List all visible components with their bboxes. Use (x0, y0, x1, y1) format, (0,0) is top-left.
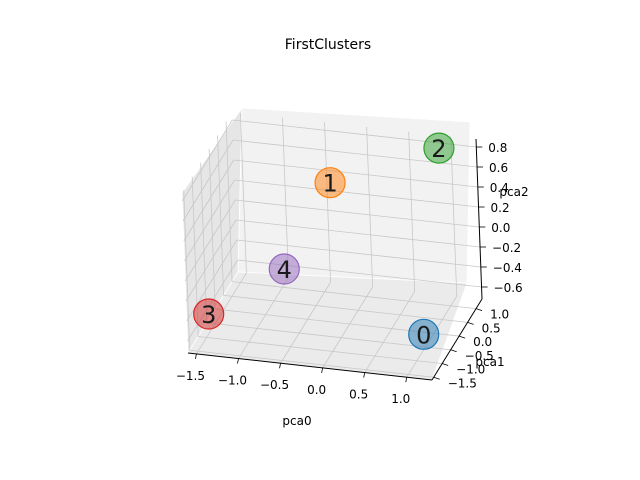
z-axis-line (475, 138, 483, 300)
z-tick-label: −0.6 (494, 281, 523, 295)
cluster-label: 3 (201, 301, 216, 329)
y-axis-line (431, 298, 483, 381)
x-axis-label: pca0 (282, 414, 311, 428)
cluster-label: 0 (416, 321, 431, 349)
x-axis-line (187, 352, 433, 381)
grid-line-x-floor (238, 277, 289, 359)
cluster-label: 2 (431, 135, 446, 163)
z-tick-label: 0.2 (491, 201, 510, 215)
grid-line-z-back (234, 179, 479, 208)
x-tick-mark (195, 353, 197, 360)
grid-line-z-left (184, 179, 235, 262)
x-tick-mark (321, 367, 324, 373)
cluster-label: 1 (322, 170, 337, 198)
x-tick-label: −0.5 (260, 378, 289, 392)
grid-line-y-wall (200, 162, 208, 323)
grid-line-x-floor (364, 291, 416, 373)
z-tick-label: −0.4 (493, 261, 522, 275)
y-tick-mark (433, 376, 440, 380)
cluster-marker (268, 253, 300, 285)
grid-line-x-floor (280, 282, 331, 364)
cluster-points: 0 1 2 3 4 (193, 132, 455, 350)
grid-line-y-floor (232, 281, 477, 310)
cluster-marker (423, 132, 455, 164)
z-tick-label: 0.0 (491, 221, 510, 235)
grid-line-x-wall (282, 117, 289, 278)
x-tick-label: 0.5 (349, 388, 368, 402)
grid-line-z-left (185, 219, 237, 302)
x-tick-mark (279, 363, 281, 369)
x-tick-label: 1.0 (391, 392, 410, 406)
grid-line-y-floor (189, 349, 434, 378)
grid-line-x-wall (240, 112, 247, 273)
grid-line-x-floor (322, 286, 373, 369)
y-tick-mark (458, 335, 466, 339)
grid-line-z-left (182, 139, 234, 222)
y-tick-mark (442, 363, 449, 366)
z-tick-label: 0.8 (488, 141, 507, 155)
grid-line-z-left (181, 119, 233, 202)
y-tick-label: 0.5 (482, 321, 501, 335)
y-tick-label: 0.0 (473, 335, 492, 349)
cluster-marker (408, 318, 440, 350)
grid-line-x-wall (450, 136, 458, 297)
grid-line-z-back (235, 199, 480, 228)
cluster-point-4: 4 (268, 253, 300, 285)
x-tick-mark (363, 372, 366, 378)
x-tick-mark (237, 358, 239, 364)
grid-line-y-wall (208, 149, 216, 310)
grid-line-z-back (236, 239, 481, 268)
cluster-marker (314, 167, 346, 199)
x-tick-label: −1.0 (218, 374, 247, 388)
grid-line-z-back (233, 159, 478, 188)
axes (187, 138, 488, 383)
x-tick-label: −1.5 (176, 369, 205, 383)
grid-line-x-wall (366, 126, 374, 287)
z-tick-label: 0.4 (490, 181, 509, 195)
tick-labels: −1.5 −1.0 −0.5 0.0 0.5 1.0−1.5−1.0−0.50.00.51… (176, 141, 523, 406)
cluster-point-1: 1 (314, 167, 346, 199)
y-tick-mark (475, 308, 483, 311)
grid-line-y-wall (183, 190, 191, 351)
y-tick-label: −1.5 (448, 376, 477, 390)
grid-lines (181, 112, 482, 378)
y-tick-mark (450, 349, 457, 353)
chart-title: FirstClusters (285, 37, 371, 53)
z-tick-label: −0.2 (492, 241, 521, 255)
grid-line-x-wall (324, 122, 331, 283)
z-axis-label: pca2 (499, 185, 528, 199)
grid-line-y-wall (225, 121, 233, 282)
cluster-point-3: 3 (193, 298, 225, 330)
grid-line-y-wall (217, 135, 224, 296)
grid-line-z-back (236, 219, 481, 248)
cluster-label: 4 (277, 256, 292, 284)
y-tick-label: −1.0 (456, 363, 485, 377)
grid-line-y-floor (206, 322, 451, 351)
z-tick-label: 0.6 (489, 161, 508, 175)
cluster-point-2: 2 (423, 132, 455, 164)
y-tick-label: −0.5 (465, 349, 494, 363)
grid-line-y-floor (223, 294, 468, 323)
y-tick-mark (467, 321, 474, 325)
x-tick-label: 0.0 (307, 383, 326, 397)
x-tick-mark (405, 377, 408, 383)
grid-line-x-wall (408, 131, 416, 292)
y-tick-label: 1.0 (490, 308, 509, 322)
grid-line-y-floor (198, 336, 443, 364)
grid-line-z-left (184, 199, 236, 282)
grid-line-z-left (183, 159, 235, 242)
cluster-point-0: 0 (408, 318, 440, 350)
cluster-marker (193, 298, 225, 330)
y-axis-label: pca1 (475, 355, 504, 369)
